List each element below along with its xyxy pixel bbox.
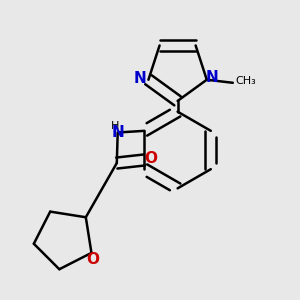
Text: O: O [86, 252, 100, 267]
Text: H: H [110, 121, 119, 131]
Text: N: N [134, 71, 146, 86]
Text: O: O [145, 151, 158, 166]
Text: N: N [206, 70, 219, 85]
Text: CH₃: CH₃ [235, 76, 256, 86]
Text: N: N [111, 125, 124, 140]
